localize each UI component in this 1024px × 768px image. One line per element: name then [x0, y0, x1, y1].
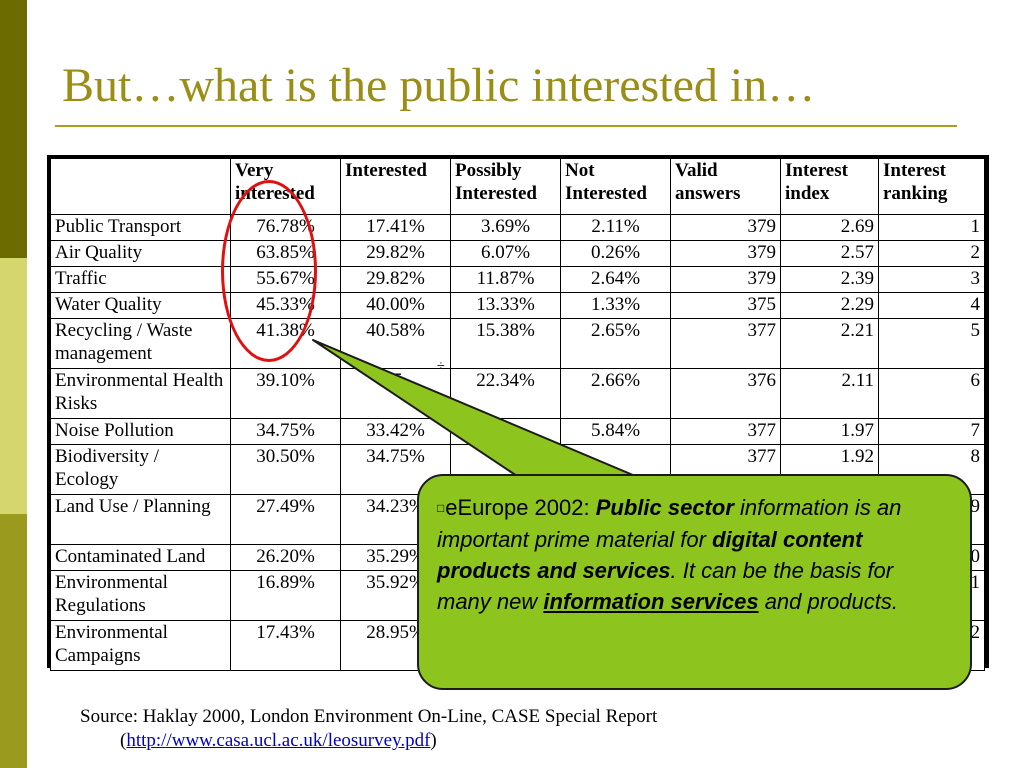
row-label: Environmental Regulations — [50, 570, 231, 621]
table-cell: 1.33% — [560, 292, 671, 319]
table-cell: 379 — [670, 240, 781, 267]
callout-text: information is an important prime materi… — [437, 495, 902, 552]
table-cell: 379 — [670, 214, 781, 241]
table-cell: 17.43% — [230, 620, 341, 671]
table-header-row: Very interested Interested Possibly Inte… — [50, 158, 985, 215]
table-frame: Very interested Interested Possibly Inte… — [47, 155, 989, 671]
table-row: Air Quality 63.85% 29.82% 6.07% 0.26% 379 2.57… — [50, 240, 985, 267]
table-row: Noise Pollution 34.75% 33.42% 5.84% 377 1.97 7 — [50, 418, 985, 445]
header-cell: Valid answers — [670, 158, 781, 215]
highlight-circle — [221, 180, 317, 362]
side-stripe-top — [0, 0, 27, 258]
table-row: Water Quality 45.33% 40.00% 13.33% 1.33% 375 2… — [50, 292, 985, 319]
header-cell: Possibly Interested — [450, 158, 561, 215]
table-cell: 2.11 — [780, 368, 879, 419]
source-link-line: (http://www.casa.ucl.ac.uk/leosurvey.pdf… — [120, 730, 437, 751]
table-cell: 2 — [878, 240, 985, 267]
row-label: Land Use / Planning — [50, 494, 231, 545]
callout-bold-public-sector: Public sector — [595, 495, 734, 520]
header-cell: Interested — [340, 158, 451, 215]
table-cell: 29.82% — [340, 266, 451, 293]
table-cell: 27.49% — [230, 494, 341, 545]
table-cell: 5 — [878, 318, 985, 369]
square-bullet-icon: □ — [437, 501, 445, 515]
table-cell: 5.84% — [560, 418, 671, 445]
row-label: Environmental Campaigns — [50, 620, 231, 671]
table-cell: 4 — [878, 292, 985, 319]
table-cell: 375 — [670, 292, 781, 319]
table-cell: 30.50% — [230, 444, 341, 495]
row-label: Noise Pollution — [50, 418, 231, 445]
callout-lead: eEurope 2002: — [445, 495, 596, 520]
table-cell: 15.38% — [450, 318, 561, 369]
source-line: Source: Haklay 2000, London Environment … — [80, 706, 658, 727]
table-cell: 33.42% — [340, 418, 451, 445]
callout-text: . It can be the basis for many new — [437, 558, 894, 614]
row-label: Air Quality — [50, 240, 231, 267]
table-cell: 376 — [670, 368, 781, 419]
table-cell: 2.64% — [560, 266, 671, 293]
callout-text: and products. — [758, 589, 899, 614]
table-cell: 2.11% — [560, 214, 671, 241]
table-cell: 16.89% — [230, 570, 341, 621]
source-citation: Source: Haklay 2000, London Environment … — [80, 705, 657, 753]
header-cell: Interest ranking — [878, 158, 985, 215]
title-underline — [55, 125, 957, 127]
table-cell: 13.33% — [450, 292, 561, 319]
cursor-marker-icon: ÷ — [437, 357, 445, 373]
table-cell: 2.69 — [780, 214, 879, 241]
row-label: Public Transport — [50, 214, 231, 241]
side-stripe-bottom — [0, 514, 27, 768]
callout-bold-information-services: information services — [543, 589, 759, 614]
table-cell: 6.07% — [450, 240, 561, 267]
row-label: Recycling / Waste management — [50, 318, 231, 369]
table-cell: 3 — [878, 266, 985, 293]
callout-bold-digital-content: digital content products and services — [437, 527, 863, 583]
callout-box: □eEurope 2002: Public sector information… — [417, 474, 972, 690]
table-cell: 377 — [670, 318, 781, 369]
row-label: Contaminated Land — [50, 544, 231, 571]
side-stripe-middle — [0, 258, 27, 514]
table-cell: 40.00% — [340, 292, 451, 319]
table-cell: 34.75% — [230, 418, 341, 445]
source-link[interactable]: http://www.casa.ucl.ac.uk/leosurvey.pdf — [126, 730, 431, 751]
slide-title: But…what is the public interested in… — [62, 59, 816, 112]
table-cell: 1 — [878, 214, 985, 241]
header-cell — [50, 158, 231, 215]
